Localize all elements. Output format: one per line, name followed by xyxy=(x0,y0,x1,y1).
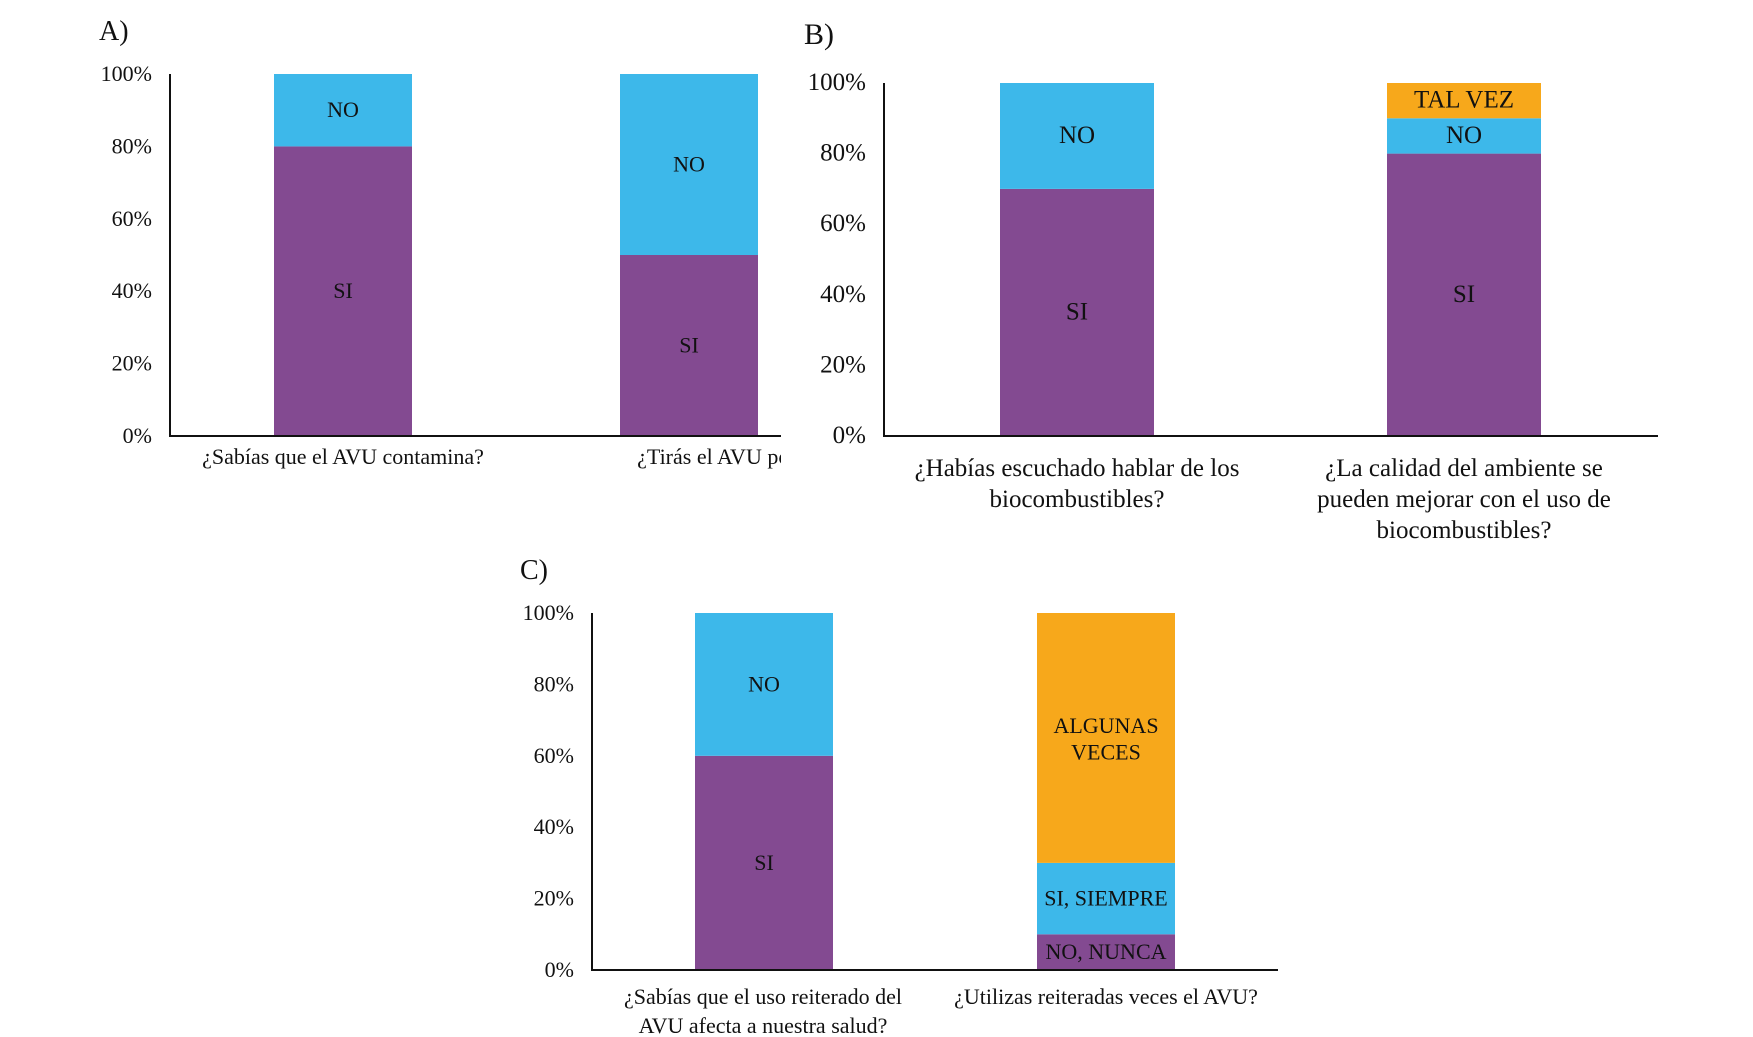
bar-segment-tal-vez xyxy=(1387,83,1541,119)
bar-segment-no-nunca xyxy=(1037,934,1175,970)
panel-label: A) xyxy=(99,16,129,47)
y-tick-label: 20% xyxy=(112,351,152,376)
bar-segment-si xyxy=(274,146,412,436)
panel-label: B) xyxy=(804,18,834,51)
segment-label: NO xyxy=(673,152,705,177)
y-tick-label: 40% xyxy=(820,281,866,308)
x-category-label: ¿Utilizas reiteradas veces el AVU? xyxy=(954,984,1258,1009)
segment-label: NO xyxy=(748,671,780,696)
bar-segment-si-siempre xyxy=(1037,862,1175,935)
bar-segment-algunas-veces xyxy=(1037,613,1175,863)
y-tick-label: 60% xyxy=(534,743,574,768)
y-tick-label: 0% xyxy=(833,422,866,449)
x-category-label: pueden mejorar con el uso de xyxy=(1317,486,1611,513)
y-tick-label: 20% xyxy=(820,351,866,378)
segment-label: NO xyxy=(327,97,359,122)
segment-label: SI xyxy=(754,850,774,875)
y-tick-label: 80% xyxy=(820,140,866,167)
x-category-label: ¿La calidad del ambiente se xyxy=(1325,455,1603,482)
bar-segment-no xyxy=(1000,83,1154,189)
x-category-label: biocombustibles? xyxy=(1377,517,1552,544)
chart-panel-a: A) 0% 20% 40% 60% 80% 100% SI NO SI NO ¿Sabías que … xyxy=(99,16,853,469)
y-tick-label: 80% xyxy=(112,133,152,158)
x-category-label: AVU afecta a nuestra salud? xyxy=(639,1013,888,1037)
bar-segment-no xyxy=(695,613,833,756)
x-category-label: ¿Sabías que el uso reiterado del xyxy=(624,984,902,1009)
segment-label: NO xyxy=(1059,122,1095,149)
x-category-label: ¿Sabías que el AVU contamina? xyxy=(202,444,484,469)
y-tick-label: 40% xyxy=(534,814,574,839)
y-tick-label: 100% xyxy=(523,600,574,625)
chart-panel-b: B) 0% 20% 40% 60% 80% 100% SI NO SI NO TAL VEZ ¿Habí… xyxy=(804,18,1658,544)
chart-panel-c: C) 0% 20% 40% 60% 80% 100% SI NO NO, NUNCA SI, SIE… xyxy=(520,555,1278,1037)
y-tick-label: 40% xyxy=(112,278,152,303)
bar-segment-si xyxy=(1000,188,1154,436)
bar-segment-si xyxy=(695,755,833,970)
segment-label: SI, SIEMPRE xyxy=(1044,886,1167,911)
x-category-label: ¿Habías escuchado hablar de los xyxy=(915,455,1240,482)
y-tick-label: 100% xyxy=(808,69,866,96)
segment-label: ALGUNAS VECES xyxy=(1053,713,1158,764)
bar-segment-no xyxy=(1387,118,1541,154)
x-category-label: ¿Tirás el AVU por el des xyxy=(637,444,853,469)
y-tick-label: 60% xyxy=(820,210,866,237)
panel-label: C) xyxy=(520,555,548,586)
y-tick-label: 80% xyxy=(534,671,574,696)
y-tick-label: 0% xyxy=(123,423,152,448)
x-category-label: biocombustibles? xyxy=(990,486,1165,513)
segment-label: SI xyxy=(679,333,699,358)
segment-label: TAL VEZ xyxy=(1414,87,1514,114)
bar-segment-no xyxy=(620,74,758,255)
bar-segment-no xyxy=(274,74,412,147)
bar-segment-si xyxy=(620,255,758,436)
bar-segment-si xyxy=(1387,153,1541,436)
y-tick-label: 20% xyxy=(534,886,574,911)
segment-label: NO, NUNCA xyxy=(1046,939,1167,964)
y-tick-label: 0% xyxy=(545,957,574,982)
segment-label: NO xyxy=(1446,122,1482,149)
segment-label: SI xyxy=(1453,281,1475,308)
segment-label: SI xyxy=(333,278,353,303)
y-tick-label: 60% xyxy=(112,206,152,231)
segment-label: SI xyxy=(1066,298,1088,325)
y-tick-label: 100% xyxy=(101,61,152,86)
